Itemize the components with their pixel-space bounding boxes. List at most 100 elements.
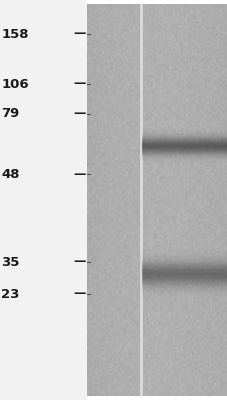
Bar — [142, 273, 227, 274]
Text: —: — — [73, 28, 85, 40]
Bar — [86, 4, 227, 396]
Bar — [142, 136, 227, 137]
Bar — [142, 160, 227, 161]
Bar — [142, 276, 227, 277]
Text: —: — — [73, 168, 85, 180]
Text: 35: 35 — [1, 256, 20, 268]
Bar — [142, 295, 227, 296]
Bar — [142, 156, 227, 157]
Bar — [142, 152, 227, 153]
Bar — [142, 137, 227, 138]
Bar — [142, 294, 227, 295]
Bar — [142, 138, 227, 139]
Text: —: — — [73, 288, 85, 300]
Bar — [142, 255, 227, 256]
Bar — [142, 261, 227, 262]
Bar — [142, 254, 227, 255]
Bar — [142, 260, 227, 261]
Bar — [142, 249, 227, 250]
Bar — [142, 272, 227, 273]
Bar — [142, 288, 227, 289]
Bar — [142, 162, 227, 163]
Bar — [142, 142, 227, 143]
Bar — [142, 263, 227, 264]
Bar — [142, 135, 227, 136]
Bar — [142, 129, 227, 130]
Bar — [142, 282, 227, 283]
Bar — [142, 251, 227, 252]
Bar — [142, 265, 227, 266]
Bar — [142, 268, 227, 269]
Bar — [142, 259, 227, 260]
Bar — [142, 279, 227, 280]
Bar — [140, 4, 142, 396]
Bar — [142, 289, 227, 290]
Bar — [142, 159, 227, 160]
Text: —: — — [73, 78, 85, 90]
Bar — [142, 157, 227, 158]
Bar — [142, 158, 227, 159]
Bar — [142, 146, 227, 147]
Bar — [142, 253, 227, 254]
Bar — [142, 145, 227, 146]
Bar — [142, 128, 227, 129]
Bar — [142, 293, 227, 294]
Bar — [142, 292, 227, 293]
Bar — [142, 290, 227, 291]
Bar — [0, 0, 86, 400]
Text: —: — — [73, 108, 85, 120]
Bar — [142, 151, 227, 152]
Bar — [142, 298, 227, 299]
Bar — [142, 134, 227, 135]
Text: 158: 158 — [1, 28, 29, 40]
Bar — [142, 281, 227, 282]
Bar — [142, 277, 227, 278]
Bar — [142, 133, 227, 134]
Text: 23: 23 — [1, 288, 20, 300]
Bar — [142, 275, 227, 276]
Bar — [142, 286, 227, 287]
Bar — [142, 267, 227, 268]
Bar — [142, 132, 227, 133]
Bar — [142, 153, 227, 154]
Text: 106: 106 — [1, 78, 29, 90]
Bar — [142, 141, 227, 142]
Text: 79: 79 — [1, 108, 19, 120]
Bar — [142, 266, 227, 267]
Bar — [142, 130, 227, 131]
Bar — [142, 250, 227, 251]
Bar — [142, 287, 227, 288]
Bar — [142, 143, 227, 144]
Bar — [142, 271, 227, 272]
Bar — [142, 139, 227, 140]
Bar — [142, 291, 227, 292]
Bar — [142, 264, 227, 265]
Bar — [142, 297, 227, 298]
Bar — [142, 258, 227, 259]
Bar — [142, 283, 227, 284]
Bar — [142, 144, 227, 145]
Bar — [142, 257, 227, 258]
Bar — [142, 278, 227, 279]
Bar — [142, 147, 227, 148]
Bar — [142, 296, 227, 297]
Bar — [142, 149, 227, 150]
Bar — [142, 140, 227, 141]
Bar — [142, 270, 227, 271]
Bar — [142, 161, 227, 162]
Bar — [142, 256, 227, 257]
Bar — [142, 280, 227, 281]
Bar — [142, 155, 227, 156]
Bar — [142, 285, 227, 286]
Bar — [142, 252, 227, 253]
Bar — [142, 269, 227, 270]
Bar — [142, 131, 227, 132]
Bar — [142, 262, 227, 263]
Bar — [142, 163, 227, 164]
Bar — [142, 284, 227, 285]
Bar — [142, 148, 227, 149]
Bar — [142, 274, 227, 275]
Bar — [142, 154, 227, 155]
Bar — [142, 150, 227, 151]
Text: 48: 48 — [1, 168, 20, 180]
